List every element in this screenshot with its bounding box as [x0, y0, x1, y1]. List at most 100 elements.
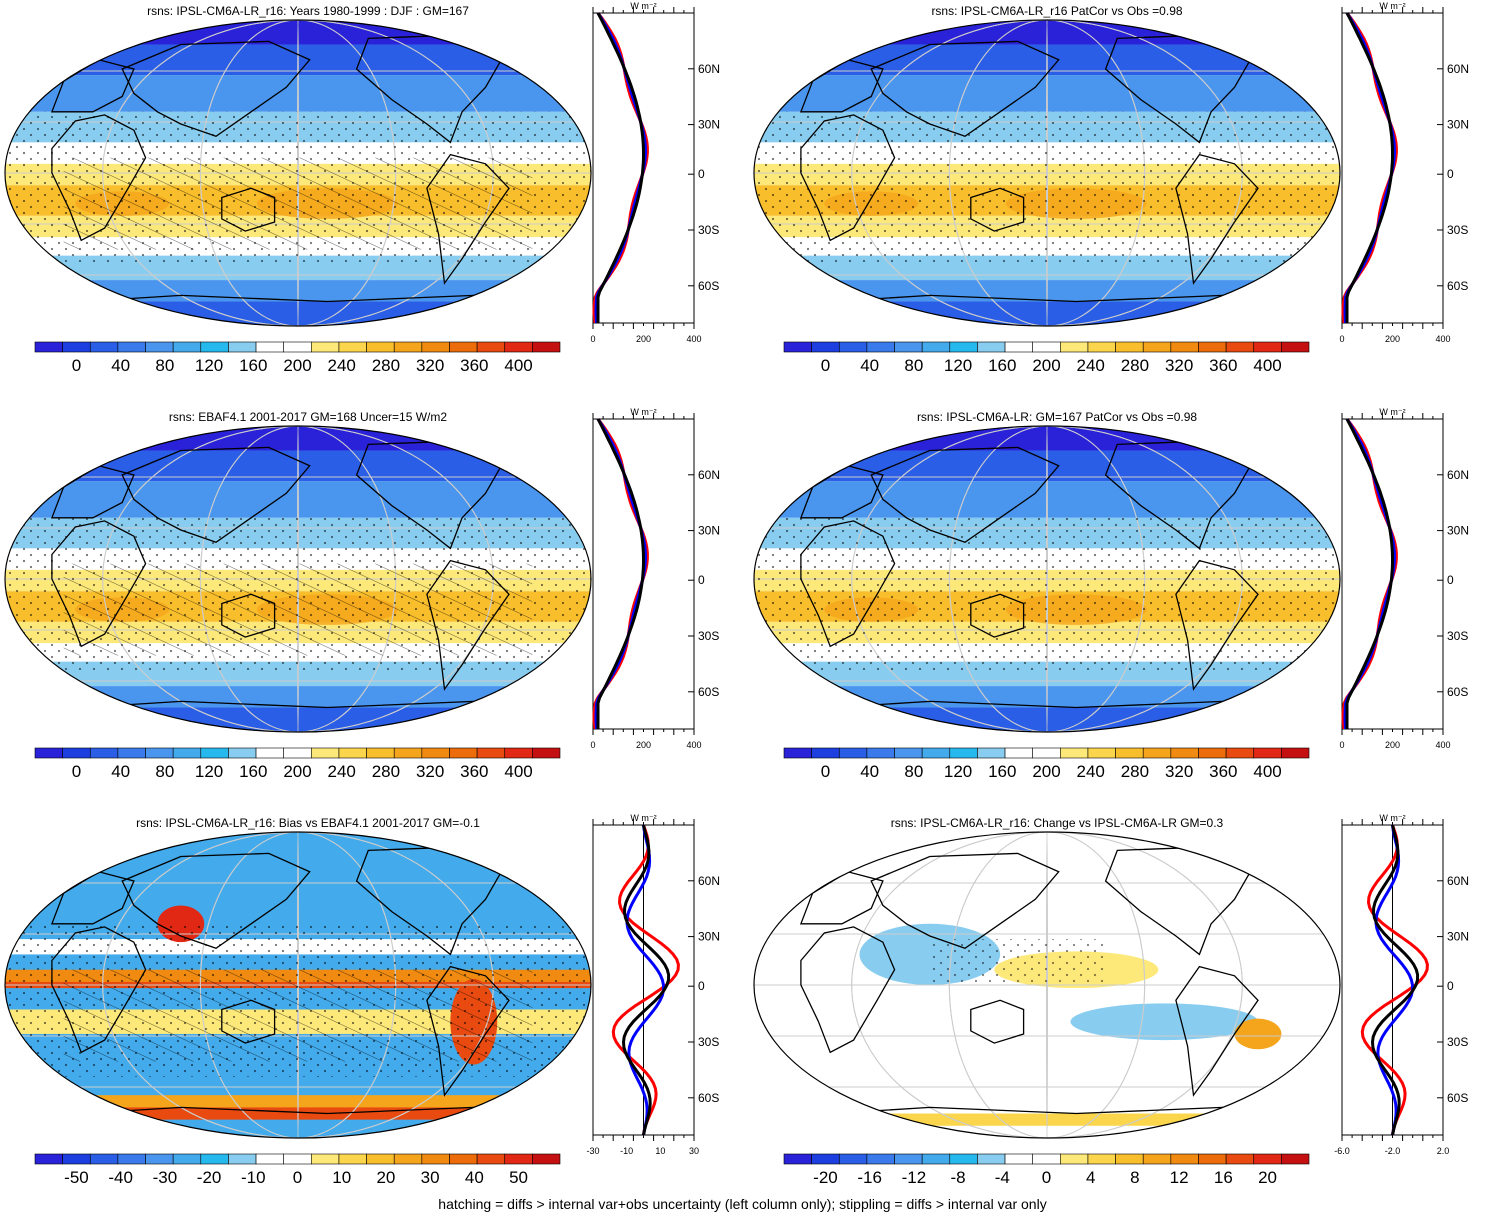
colorbar-label: -30	[153, 1168, 178, 1187]
colorbar-swatch	[1253, 747, 1282, 759]
colorbar-swatch	[145, 747, 174, 759]
colorbar-label: 360	[1209, 356, 1237, 375]
colorbar-label: 240	[1077, 762, 1105, 781]
colorbar-label: 0	[1042, 1168, 1051, 1187]
zonal-lat-label: 0	[1447, 979, 1454, 993]
zonal-curve	[611, 824, 680, 1136]
colorbar-swatch	[62, 747, 91, 759]
colorbar-swatch	[783, 341, 812, 353]
colorbar-label: 160	[239, 356, 267, 375]
colorbar-swatch	[476, 1153, 506, 1165]
zonal-lat-label: 30S	[698, 629, 719, 643]
zonal-lat-label: 0	[698, 979, 705, 993]
colorbar-swatch	[1087, 341, 1116, 353]
zonal-curve	[1370, 824, 1420, 1136]
colorbar-swatch	[228, 1153, 257, 1165]
colorbar-swatch	[1004, 341, 1033, 353]
zonal-mean-panel-6: W m⁻² 60N 30N 0 30S 60S -6.0 -2.0 2.0	[1334, 813, 1469, 1156]
colorbar-swatch	[366, 341, 395, 353]
colorbar-swatch	[532, 341, 561, 353]
colorbar-label: -40	[108, 1168, 133, 1187]
colorbar-label: 240	[328, 356, 356, 375]
colorbar-swatch	[393, 747, 423, 759]
colorbar-swatch	[1170, 1153, 1199, 1165]
colorbar-label: 400	[1253, 762, 1281, 781]
zonal-unit-label: W m⁻²	[1379, 813, 1405, 823]
zonal-lat-label: 60N	[698, 874, 720, 888]
coastline-australia	[221, 999, 276, 1044]
colorbar-swatch	[949, 1153, 978, 1165]
colorbar-3: 0 40 80 120 160 200 240 280 320 360 400	[34, 747, 561, 781]
coastline-africa	[800, 520, 896, 648]
colorbar-swatch	[1142, 747, 1172, 759]
colorbar-swatch	[34, 1153, 63, 1165]
colorbar-label: 240	[328, 762, 356, 781]
map-panel-3	[4, 425, 592, 733]
colorbar-swatch	[1281, 1153, 1310, 1165]
colorbar-label: 30	[421, 1168, 440, 1187]
zonal-x-label: -10	[620, 1146, 633, 1156]
colorbar-label: 360	[460, 356, 488, 375]
zonal-lat-label: 60S	[698, 1091, 719, 1105]
colorbar-swatch	[1253, 1153, 1282, 1165]
colorbar-swatch	[504, 1153, 533, 1165]
colorbar-swatch	[811, 341, 840, 353]
colorbar-label: -20	[813, 1168, 838, 1187]
colorbar-swatch	[449, 747, 478, 759]
colorbar-swatch	[1060, 747, 1089, 759]
colorbar-label: 280	[1121, 356, 1149, 375]
colorbar-label: 80	[904, 356, 923, 375]
zonal-lat-label: 0	[1447, 573, 1454, 587]
colorbar-label: -10	[241, 1168, 266, 1187]
zonal-x-label: -2.0	[1385, 1146, 1401, 1156]
colorbar-swatch	[504, 747, 533, 759]
coastline-africa	[800, 926, 896, 1054]
colorbar-swatch	[1115, 341, 1144, 353]
coastline-africa	[51, 114, 147, 242]
colorbar-swatch	[866, 341, 895, 353]
colorbar-swatch	[894, 341, 923, 353]
colorbar-swatch	[366, 747, 395, 759]
colorbar-swatch	[311, 747, 340, 759]
colorbar-label: 16	[1214, 1168, 1233, 1187]
colorbar-label: 320	[1165, 356, 1193, 375]
zonal-x-label: 2.0	[1437, 1146, 1450, 1156]
coastline-samerica	[426, 153, 510, 285]
colorbar-swatch	[1115, 1153, 1144, 1165]
zonal-x-label: 30	[689, 1146, 699, 1156]
zonal-lat-label: 60S	[1447, 685, 1468, 699]
colorbar-label: 200	[1032, 356, 1060, 375]
coastline-samerica	[426, 965, 510, 1097]
colorbar-label: 400	[504, 762, 532, 781]
colorbar-swatch	[421, 341, 450, 353]
map-panel-1	[4, 19, 592, 327]
colorbar-swatch	[393, 1153, 423, 1165]
colorbar-swatch	[504, 341, 533, 353]
zonal-x-label: 200	[636, 334, 651, 344]
coastline-australia	[970, 593, 1025, 638]
colorbar-label: 280	[372, 356, 400, 375]
colorbar-swatch	[200, 341, 229, 353]
colorbar-label: -8	[951, 1168, 966, 1187]
colorbar-swatch	[1060, 1153, 1089, 1165]
colorbar-label: -20	[197, 1168, 222, 1187]
colorbar-label: 320	[1165, 762, 1193, 781]
colorbar-swatch	[1004, 1153, 1033, 1165]
coastline-australia	[221, 593, 276, 638]
map-panel-6	[753, 831, 1341, 1139]
zonal-lat-label: 30N	[1447, 118, 1469, 132]
panel-title-3: rsns: EBAF4.1 2001-2017 GM=168 Uncer=15 …	[169, 410, 447, 424]
zonal-lat-label: 60S	[1447, 279, 1468, 293]
colorbar-swatch	[172, 747, 202, 759]
colorbar-swatch	[172, 1153, 202, 1165]
map-field	[754, 426, 1340, 732]
zonal-mean-panel-4: W m⁻² 60N 30N 0 30S 60S 0 200 400	[1339, 407, 1469, 750]
zonal-mean-panel-1: W m⁻² 60N 30N 0 30S 60S 0 200 400	[590, 1, 720, 344]
zonal-curve	[596, 12, 645, 323]
zonal-x-label: -30	[586, 1146, 599, 1156]
zonal-lat-label: 30N	[1447, 524, 1469, 538]
colorbar-swatch	[921, 341, 951, 353]
zonal-lat-label: 30S	[698, 223, 719, 237]
colorbar-swatch	[476, 747, 506, 759]
colorbar-label: 120	[944, 356, 972, 375]
